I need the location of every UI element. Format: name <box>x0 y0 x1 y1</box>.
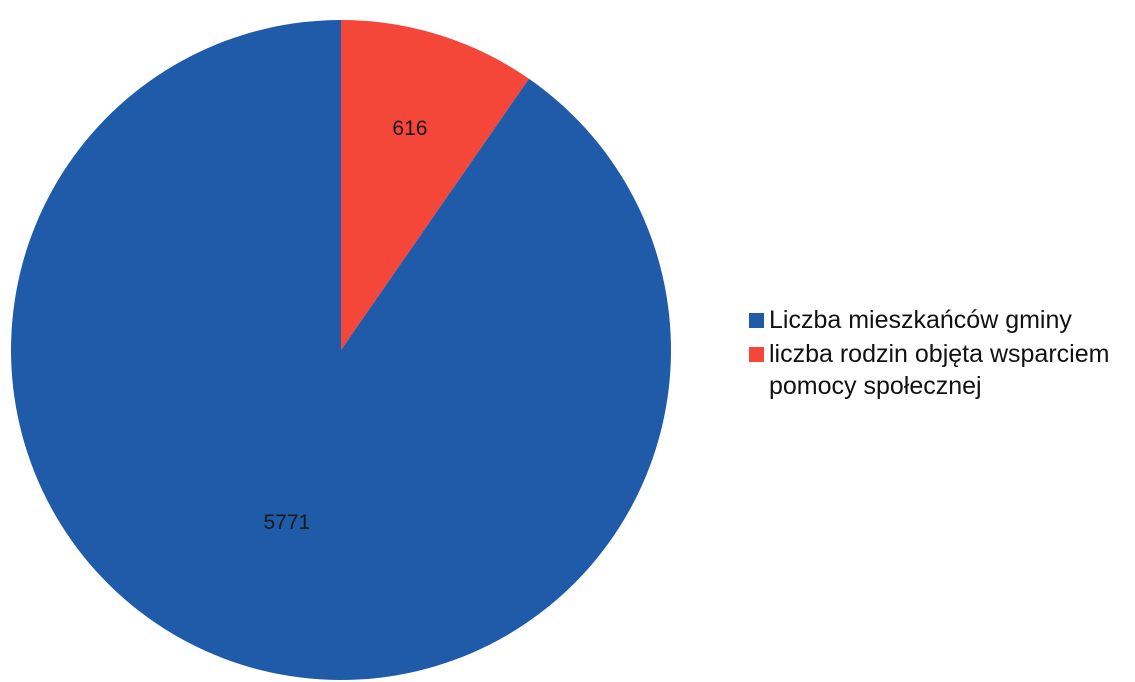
pie-slice-0 <box>10 20 671 680</box>
legend-item-residents: Liczba mieszkańców gminy <box>749 304 1129 336</box>
legend-swatch-residents <box>749 313 764 328</box>
legend-label-residents: Liczba mieszkańców gminy <box>769 306 1072 334</box>
legend-label-families: liczba rodzin objęta wsparciem pomocy sp… <box>769 340 1110 400</box>
pie-plot-area: 616 5771 <box>10 20 671 680</box>
data-label-1: 616 <box>392 117 427 140</box>
legend-item-families: liczba rodzin objęta wsparciem pomocy sp… <box>749 338 1129 402</box>
data-label-0: 5771 <box>263 511 310 534</box>
legend-swatch-families <box>749 347 764 362</box>
pie-slice-1 <box>341 20 529 350</box>
chart-legend: Liczba mieszkańców gminy liczba rodzin o… <box>749 304 1129 404</box>
